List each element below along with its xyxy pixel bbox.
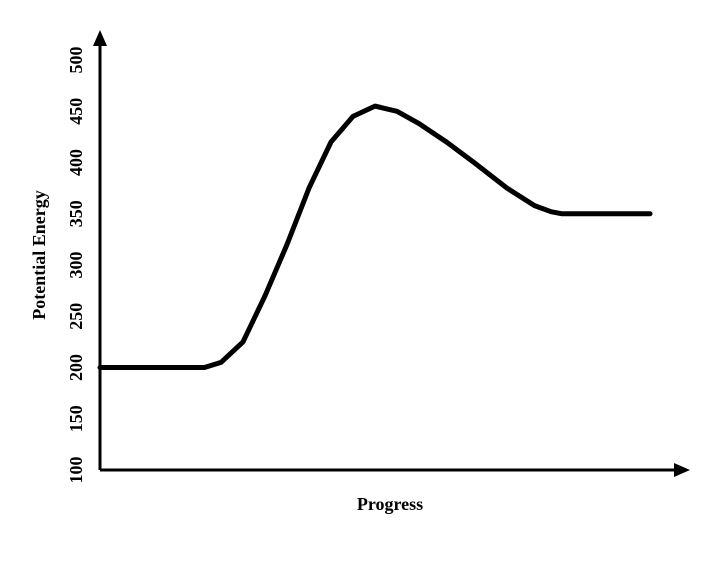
y-tick-label: 400: [66, 149, 86, 176]
y-axis-label: Potential Energy: [29, 190, 49, 319]
chart-svg: 100 150 200 250 300 350 400 450 500 Potential Ene…: [0, 0, 720, 571]
y-tick-label: 350: [66, 200, 86, 227]
energy-curve: [100, 106, 650, 367]
y-tick-label: 150: [66, 405, 86, 432]
x-axis-label: Progress: [357, 494, 423, 514]
y-tick-label: 450: [66, 98, 86, 125]
x-axis-arrow: [674, 463, 690, 477]
y-tick-label: 300: [66, 252, 86, 279]
energy-diagram: 100 150 200 250 300 350 400 450 500 Potential Ene…: [0, 0, 720, 571]
y-tick-label: 250: [66, 303, 86, 330]
y-axis-arrow: [93, 30, 107, 46]
y-tick-label: 100: [66, 457, 86, 484]
y-tick-label: 500: [66, 47, 86, 74]
y-tick-label: 200: [66, 354, 86, 381]
